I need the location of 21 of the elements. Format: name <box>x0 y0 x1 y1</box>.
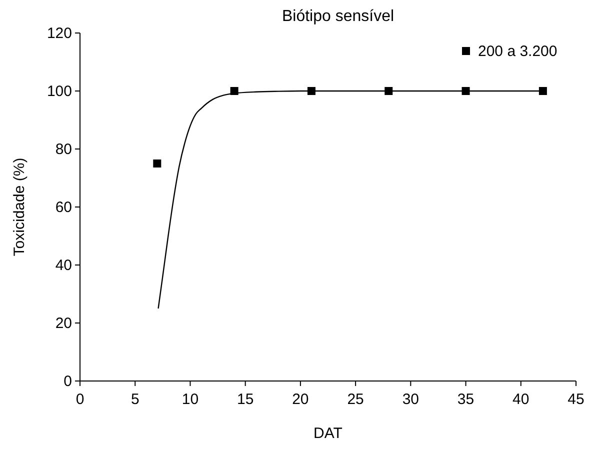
chart-title: Biótipo sensível <box>282 8 394 25</box>
x-tick-label: 25 <box>347 391 364 408</box>
x-tick-label: 45 <box>568 391 584 408</box>
x-tick-label: 30 <box>402 391 420 408</box>
x-tick-label: 20 <box>292 391 309 408</box>
y-tick-label: 100 <box>46 83 72 100</box>
legend-label: 200 a 3.200 <box>478 43 558 60</box>
x-axis-title: DAT <box>314 425 342 442</box>
x-tick-label: 40 <box>512 391 530 408</box>
x-tick-label: 0 <box>76 391 84 408</box>
y-tick-label: 120 <box>46 25 72 42</box>
x-tick-label: 5 <box>130 391 140 408</box>
x-tick-label: 10 <box>182 391 199 408</box>
x-tick-label: 35 <box>457 391 474 408</box>
y-axis-title: Toxicidade (%) <box>11 158 28 256</box>
x-tick-label: 15 <box>236 391 254 408</box>
y-tick-label: 0 <box>64 373 72 390</box>
y-tick-label: 80 <box>55 141 72 158</box>
y-tick-label: 60 <box>55 199 72 216</box>
y-tick-label: 20 <box>55 315 72 332</box>
y-tick-label: 40 <box>55 257 72 274</box>
